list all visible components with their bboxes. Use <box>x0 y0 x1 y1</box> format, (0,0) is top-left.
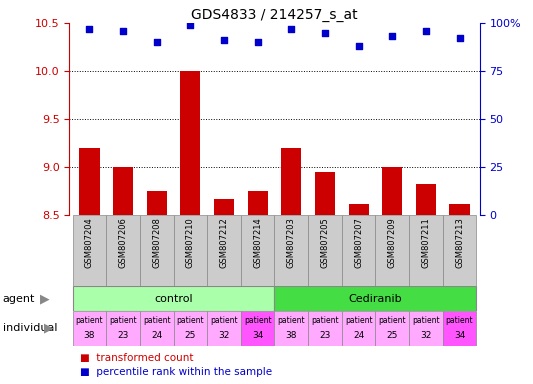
FancyBboxPatch shape <box>174 215 207 286</box>
Text: patient: patient <box>210 316 238 325</box>
Point <box>354 43 363 49</box>
Point <box>152 39 161 45</box>
Point <box>253 39 262 45</box>
Text: GSM807213: GSM807213 <box>455 217 464 268</box>
Text: patient: patient <box>76 316 103 325</box>
Text: patient: patient <box>143 316 171 325</box>
Text: GSM807210: GSM807210 <box>186 217 195 268</box>
Text: agent: agent <box>3 293 35 304</box>
Text: ■  transformed count: ■ transformed count <box>80 353 193 363</box>
Text: patient: patient <box>278 316 305 325</box>
FancyBboxPatch shape <box>140 311 174 346</box>
Point <box>186 22 195 28</box>
Title: GDS4833 / 214257_s_at: GDS4833 / 214257_s_at <box>191 8 358 22</box>
Text: GSM807209: GSM807209 <box>387 217 397 268</box>
FancyBboxPatch shape <box>72 311 106 346</box>
Bar <box>113 167 133 384</box>
Text: 34: 34 <box>252 331 263 341</box>
FancyBboxPatch shape <box>443 215 477 286</box>
FancyBboxPatch shape <box>409 215 443 286</box>
FancyBboxPatch shape <box>342 215 375 286</box>
FancyBboxPatch shape <box>443 311 477 346</box>
Text: patient: patient <box>311 316 339 325</box>
Bar <box>147 191 167 384</box>
Bar <box>382 167 402 384</box>
FancyBboxPatch shape <box>274 311 308 346</box>
Text: patient: patient <box>176 316 204 325</box>
Text: GSM807211: GSM807211 <box>422 217 430 268</box>
Bar <box>315 172 335 384</box>
Bar <box>449 204 470 384</box>
FancyBboxPatch shape <box>241 215 274 286</box>
Text: 34: 34 <box>454 331 465 341</box>
Text: ■  percentile rank within the sample: ■ percentile rank within the sample <box>80 366 272 377</box>
FancyBboxPatch shape <box>72 215 106 286</box>
FancyBboxPatch shape <box>375 311 409 346</box>
Text: GSM807203: GSM807203 <box>287 217 296 268</box>
Text: 25: 25 <box>185 331 196 341</box>
Text: patient: patient <box>244 316 271 325</box>
Text: ▶: ▶ <box>44 322 53 335</box>
FancyBboxPatch shape <box>207 311 241 346</box>
FancyBboxPatch shape <box>106 215 140 286</box>
Bar <box>180 71 200 384</box>
Point <box>220 37 228 43</box>
Text: GSM807207: GSM807207 <box>354 217 363 268</box>
FancyBboxPatch shape <box>308 215 342 286</box>
Text: 24: 24 <box>151 331 163 341</box>
Bar <box>248 191 268 384</box>
Point <box>287 26 296 32</box>
Text: patient: patient <box>345 316 373 325</box>
FancyBboxPatch shape <box>274 286 477 311</box>
FancyBboxPatch shape <box>207 215 241 286</box>
FancyBboxPatch shape <box>174 311 207 346</box>
FancyBboxPatch shape <box>342 311 375 346</box>
Point <box>422 28 430 34</box>
Text: patient: patient <box>378 316 406 325</box>
Text: GSM807206: GSM807206 <box>119 217 127 268</box>
Text: GSM807212: GSM807212 <box>220 217 229 268</box>
Text: 38: 38 <box>286 331 297 341</box>
Text: 23: 23 <box>117 331 129 341</box>
FancyBboxPatch shape <box>140 215 174 286</box>
Text: patient: patient <box>446 316 473 325</box>
FancyBboxPatch shape <box>72 286 274 311</box>
Text: GSM807205: GSM807205 <box>320 217 329 268</box>
Text: 23: 23 <box>319 331 330 341</box>
Text: 38: 38 <box>84 331 95 341</box>
Text: patient: patient <box>412 316 440 325</box>
Text: 25: 25 <box>386 331 398 341</box>
Text: 32: 32 <box>219 331 230 341</box>
FancyBboxPatch shape <box>375 215 409 286</box>
FancyBboxPatch shape <box>241 311 274 346</box>
Text: ▶: ▶ <box>40 292 50 305</box>
FancyBboxPatch shape <box>106 311 140 346</box>
Bar <box>416 184 436 384</box>
Bar <box>349 204 369 384</box>
Text: GSM807214: GSM807214 <box>253 217 262 268</box>
Text: patient: patient <box>109 316 137 325</box>
FancyBboxPatch shape <box>409 311 443 346</box>
Point <box>388 33 397 40</box>
Point <box>321 30 329 36</box>
Point <box>119 28 127 34</box>
Text: individual: individual <box>3 323 57 333</box>
FancyBboxPatch shape <box>308 311 342 346</box>
Text: control: control <box>154 293 193 304</box>
Bar <box>214 199 234 384</box>
Text: 32: 32 <box>420 331 432 341</box>
Point <box>455 35 464 41</box>
Bar <box>281 148 301 384</box>
Text: GSM807204: GSM807204 <box>85 217 94 268</box>
FancyBboxPatch shape <box>274 215 308 286</box>
Text: 24: 24 <box>353 331 364 341</box>
Text: Cediranib: Cediranib <box>349 293 402 304</box>
Point <box>85 26 94 32</box>
Bar <box>79 148 100 384</box>
Text: GSM807208: GSM807208 <box>152 217 161 268</box>
